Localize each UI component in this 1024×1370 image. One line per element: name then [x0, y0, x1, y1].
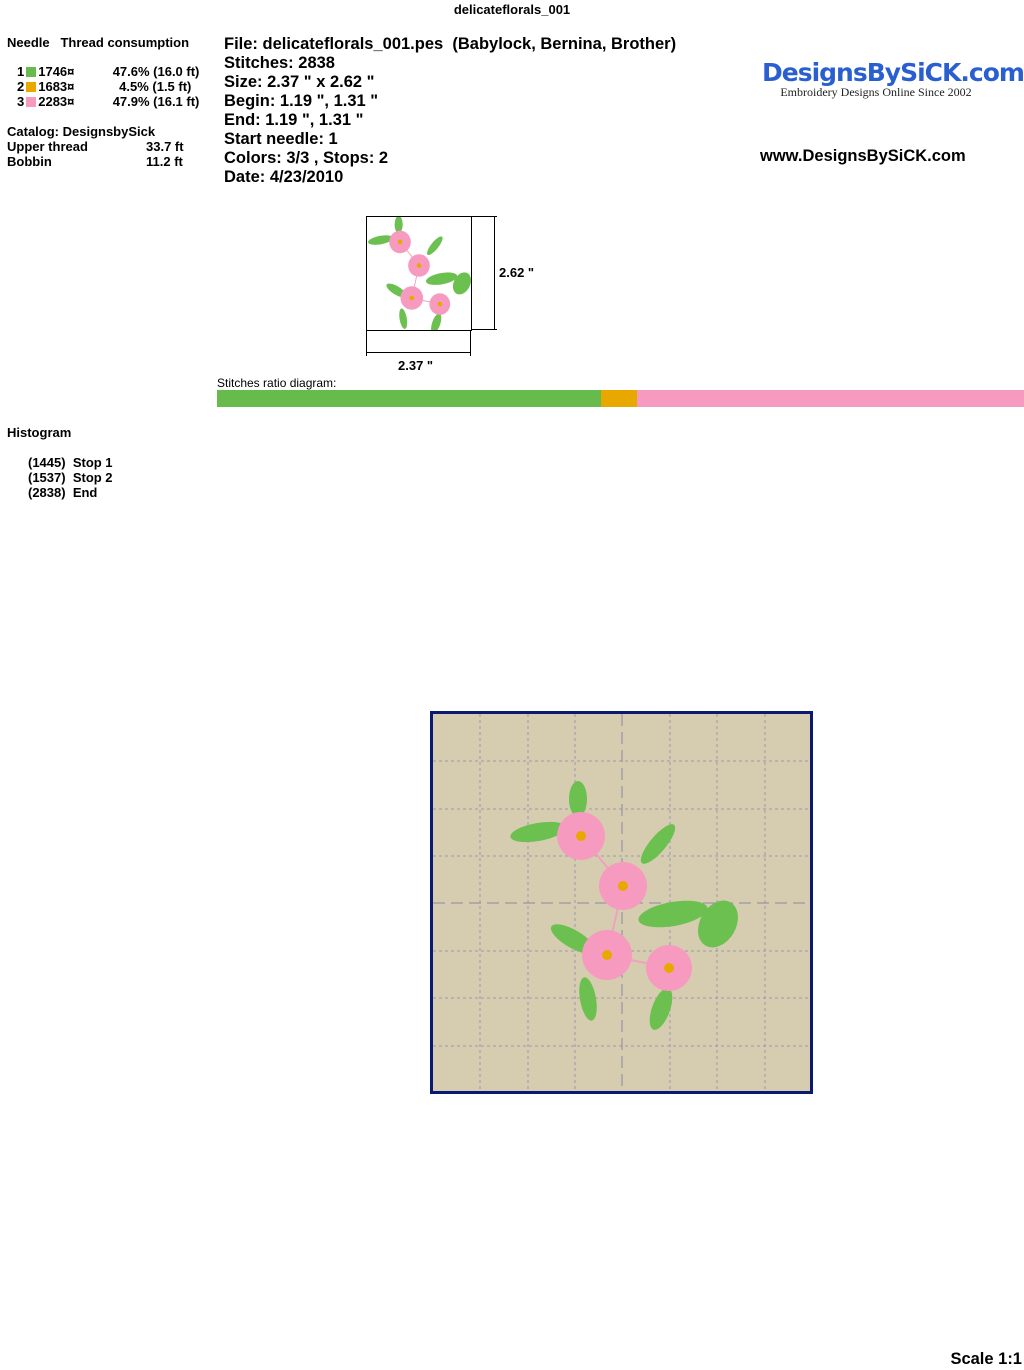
size: Size: 2.37 " x 2.62 ": [224, 73, 375, 91]
needle-number: 1: [17, 64, 25, 79]
width-dimension-line: [366, 352, 471, 353]
height-dimension-line: [494, 216, 495, 330]
logo-tagline: Embroidery Designs Online Since 2002: [780, 85, 972, 99]
upper-thread-label: Upper thread: [7, 139, 88, 154]
stop-label: Stop 2: [72, 470, 113, 485]
colors-stops: Colors: 3/3 , Stops: 2: [224, 149, 389, 167]
color-swatch: [26, 67, 37, 77]
start-needle: Start needle: 1: [224, 130, 338, 148]
thread-percent: 4.5% (1.5 ft): [119, 79, 192, 94]
thread-code: 1683¤: [38, 79, 75, 94]
color-swatch: [26, 97, 37, 107]
histogram-row: (2838) End: [28, 485, 113, 500]
stitches-ratio-bar: [217, 390, 1024, 407]
histogram-row: (1537) Stop 2: [28, 470, 113, 485]
thread-row: 3 2283¤ 47.9% (16.1 ft): [17, 94, 199, 109]
stitches: Stitches: 2838: [224, 54, 335, 72]
stop-count: (2838): [28, 485, 66, 500]
file-name: File: delicateflorals_001.pes (Babylock,…: [224, 35, 677, 53]
end: End: 1.19 ", 1.31 ": [224, 111, 364, 129]
website: www.DesignsBySiCK.com: [760, 147, 966, 165]
stop-count: (1537): [28, 470, 66, 485]
logo: DesignsBySiCK.com Embroidery Designs Onl…: [762, 58, 1024, 99]
stop-label: Stop 1: [72, 455, 113, 470]
ratio-segment-3: [637, 390, 1024, 407]
thread-code: 1746¤: [38, 64, 75, 79]
design-thumbnail: [366, 215, 476, 336]
thread-percent: 47.6% (16.0 ft): [112, 64, 200, 79]
thread-row: 2 1683¤ 4.5% (1.5 ft): [17, 79, 199, 94]
logo-text: DesignsBySiCK.com: [762, 58, 1024, 87]
page-title: delicateflorals_001: [453, 2, 571, 17]
histogram-title: Histogram: [7, 425, 72, 440]
width-label: 2.37 ": [398, 358, 434, 373]
thread-percent: 47.9% (16.1 ft): [112, 94, 200, 109]
needle-number: 3: [17, 94, 25, 109]
height-label: 2.62 ": [499, 265, 535, 280]
thread-table: 1 1746¤ 47.6% (16.0 ft) 2 1683¤ 4.5% (1.5 ft…: [17, 64, 199, 109]
histogram-row: (1445) Stop 1: [28, 455, 113, 470]
stop-label: End: [72, 485, 98, 500]
thread-row: 1 1746¤ 47.6% (16.0 ft): [17, 64, 199, 79]
design-info: File: delicateflorals_001.pes (Babylock,…: [224, 35, 676, 187]
ratio-segment-1: [217, 390, 602, 407]
scale-label: Scale 1:1: [950, 1350, 1022, 1368]
date: Date: 4/23/2010: [224, 168, 344, 186]
bobbin-label: Bobbin: [7, 154, 52, 169]
stop-count: (1445): [28, 455, 66, 470]
thumbnail-design-art: [366, 215, 476, 336]
begin: Begin: 1.19 ", 1.31 ": [224, 92, 379, 110]
upper-thread-value: 33.7 ft: [146, 139, 184, 154]
thread-code: 2283¤: [38, 94, 75, 109]
needle-header: Needle: [7, 35, 50, 50]
needle-number: 2: [17, 79, 25, 94]
histogram-list: (1445) Stop 1 (1537) Stop 2 (2838) End: [28, 455, 113, 500]
ratio-segment-2: [601, 390, 638, 407]
ratio-label: Stitches ratio diagram:: [217, 376, 337, 390]
thread-panel: Needle Thread consumption 1 1746¤ 47.6% (1…: [7, 35, 199, 169]
bobbin-value: 11.2 ft: [146, 154, 183, 169]
thread-header: Thread consumption: [60, 35, 190, 50]
preview-design-art: [433, 714, 810, 1091]
catalog: Catalog: DesignsbySick: [7, 124, 156, 139]
design-preview: [430, 711, 813, 1094]
color-swatch: [26, 82, 37, 92]
